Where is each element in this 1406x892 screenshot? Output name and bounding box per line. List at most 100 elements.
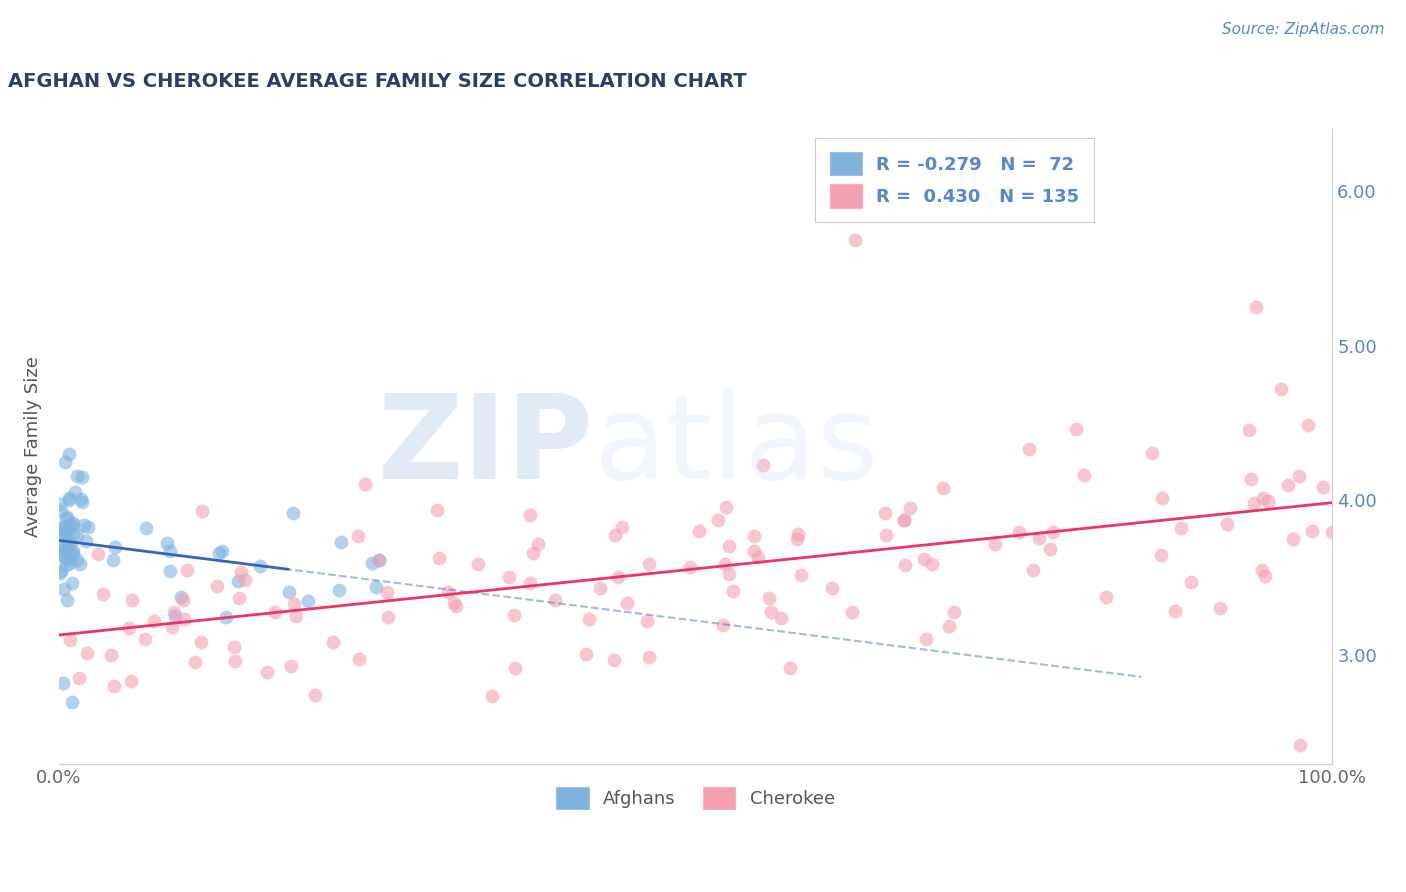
Point: [58, 491, 80, 506]
Point: [134, 632, 156, 646]
Point: [55, 533, 77, 547]
Point: [322, 635, 344, 649]
Point: [51, 543, 73, 558]
Point: [52, 582, 75, 596]
Point: [170, 590, 193, 604]
Point: [610, 520, 633, 534]
Point: [56, 592, 79, 607]
Point: [163, 608, 186, 623]
Point: [707, 513, 730, 527]
Point: [55, 510, 77, 524]
Point: [281, 506, 304, 520]
Point: [912, 552, 935, 566]
Point: [575, 647, 598, 661]
Point: [330, 534, 353, 549]
Point: [367, 552, 389, 566]
Point: [1170, 521, 1192, 535]
Point: [898, 501, 921, 516]
Point: [52, 528, 75, 542]
Point: [256, 665, 278, 680]
Point: [1270, 382, 1292, 396]
Point: [297, 594, 319, 608]
Text: ZIP: ZIP: [378, 389, 593, 504]
Point: [55, 539, 77, 553]
Point: [67, 671, 90, 685]
Point: [377, 609, 399, 624]
Point: [56, 552, 79, 566]
Point: [70, 470, 93, 484]
Point: [1180, 574, 1202, 589]
Point: [1250, 564, 1272, 578]
Point: [637, 557, 659, 571]
Point: [1073, 467, 1095, 482]
Point: [893, 513, 915, 527]
Point: [1164, 604, 1187, 618]
Point: [361, 556, 384, 570]
Point: [143, 614, 166, 628]
Point: [1243, 496, 1265, 510]
Point: [544, 593, 567, 607]
Point: [1018, 442, 1040, 457]
Point: [1296, 417, 1319, 432]
Point: [443, 596, 465, 610]
Point: [69, 557, 91, 571]
Point: [1208, 601, 1230, 615]
Point: [226, 574, 249, 589]
Point: [1028, 531, 1050, 545]
Point: [52, 548, 75, 562]
Point: [233, 573, 256, 587]
Point: [59, 537, 82, 551]
Point: [53, 543, 76, 558]
Point: [70, 491, 93, 506]
Point: [208, 546, 231, 560]
Point: [688, 524, 710, 538]
Point: [752, 458, 775, 473]
Point: [159, 543, 181, 558]
Point: [894, 558, 917, 572]
Point: [346, 529, 368, 543]
Point: [205, 579, 228, 593]
Point: [91, 587, 114, 601]
Point: [770, 611, 793, 625]
Point: [304, 688, 326, 702]
Point: [1320, 524, 1343, 539]
Point: [679, 560, 702, 574]
Point: [711, 618, 734, 632]
Point: [60, 695, 83, 709]
Text: AFGHAN VS CHEROKEE AVERAGE FAMILY SIZE CORRELATION CHART: AFGHAN VS CHEROKEE AVERAGE FAMILY SIZE C…: [7, 71, 747, 91]
Point: [821, 581, 844, 595]
Point: [183, 655, 205, 669]
Point: [55, 510, 77, 524]
Point: [104, 540, 127, 554]
Point: [49, 497, 72, 511]
Point: [49, 522, 72, 536]
Point: [426, 503, 449, 517]
Point: [53, 550, 76, 565]
Point: [364, 580, 387, 594]
Point: [118, 621, 141, 635]
Point: [135, 521, 157, 535]
Point: [1289, 738, 1312, 752]
Point: [1237, 423, 1260, 437]
Point: [467, 557, 489, 571]
Point: [1244, 300, 1267, 314]
Point: [636, 614, 658, 628]
Point: [59, 547, 82, 561]
Point: [603, 653, 626, 667]
Point: [932, 481, 955, 495]
Point: [162, 620, 184, 634]
Point: [354, 477, 377, 491]
Point: [758, 591, 780, 605]
Point: [163, 605, 186, 619]
Point: [1282, 533, 1305, 547]
Point: [742, 529, 765, 543]
Point: [62, 544, 84, 558]
Point: [714, 557, 737, 571]
Point: [190, 635, 212, 649]
Text: atlas: atlas: [593, 389, 879, 504]
Point: [58, 493, 80, 508]
Point: [717, 566, 740, 581]
Point: [938, 619, 960, 633]
Point: [522, 546, 544, 560]
Point: [607, 570, 630, 584]
